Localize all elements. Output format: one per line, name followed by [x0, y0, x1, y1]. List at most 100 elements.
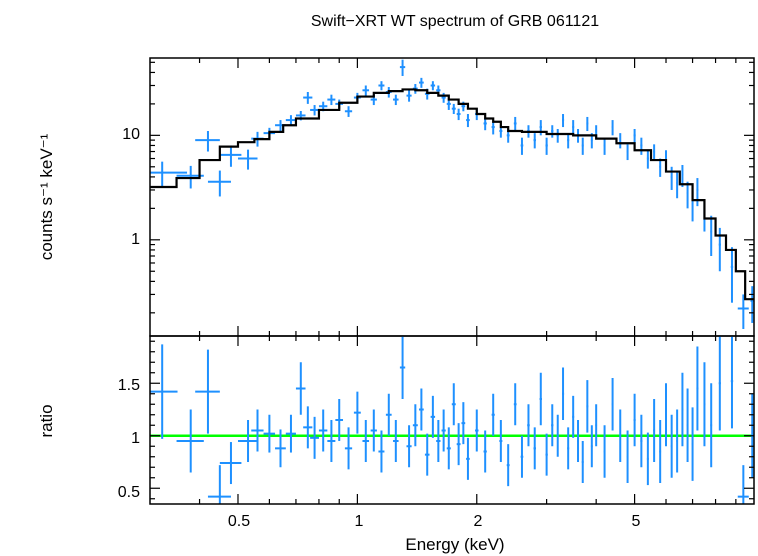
data-point: [551, 404, 554, 447]
data-point: [586, 116, 589, 132]
bottom-axis-ticks: [150, 336, 754, 504]
data-point: [424, 433, 430, 476]
ratio-ytick-1: 1: [131, 430, 140, 447]
data-point: [619, 133, 622, 149]
data-point: [572, 120, 575, 136]
data-point: [303, 406, 313, 449]
data-point: [653, 144, 656, 161]
data-point: [310, 105, 319, 116]
data-point: [646, 150, 649, 169]
data-point: [681, 372, 684, 447]
data-point: [567, 133, 570, 149]
data-point: [303, 91, 313, 104]
top-axis-ticks: [150, 58, 754, 336]
data-point: [567, 427, 570, 470]
data-point: [730, 336, 734, 429]
data-point: [237, 420, 258, 462]
data-point: [590, 425, 593, 468]
data-point: [640, 414, 643, 468]
data-point: [353, 391, 361, 434]
data-point: [219, 442, 242, 485]
data-point: [441, 409, 446, 452]
data-point: [577, 420, 580, 462]
data-point: [406, 90, 412, 102]
data-point: [611, 378, 614, 431]
data-point: [475, 409, 479, 452]
chart-title: Swift−XRT WT spectrum of GRB 061121: [311, 13, 599, 30]
data-point: [676, 409, 679, 473]
data-point: [251, 409, 264, 452]
data-point: [436, 420, 441, 462]
data-point: [659, 420, 662, 483]
top-panel: 10 1 counts s⁻¹ keV⁻¹: [37, 57, 755, 337]
data-point: [483, 430, 487, 473]
data-point: [393, 420, 399, 462]
data-point: [412, 404, 418, 447]
data-point: [659, 158, 662, 177]
data-point: [730, 247, 734, 303]
ratio-data-points: [150, 336, 754, 504]
bottom-panel: 1.5 1 0.5 0.5 1 2 5 ratio Energy (keV): [37, 335, 755, 554]
data-point: [499, 420, 503, 462]
data-point: [556, 129, 559, 143]
data-point: [665, 383, 668, 447]
data-point: [207, 465, 231, 504]
data-point: [150, 344, 178, 439]
data-point: [451, 383, 456, 426]
ratio-y-axis-label: ratio: [37, 404, 56, 437]
data-point: [513, 116, 517, 132]
data-point: [466, 114, 470, 128]
data-point: [263, 414, 276, 453]
data-point: [572, 395, 575, 438]
data-point: [176, 409, 204, 473]
data-point: [399, 59, 406, 76]
data-point: [611, 120, 614, 136]
data-point: [626, 144, 629, 161]
data-point: [686, 388, 689, 462]
data-point: [676, 171, 679, 199]
data-point: [506, 444, 510, 487]
data-point: [430, 395, 436, 438]
data-point: [418, 77, 424, 88]
data-point: [237, 149, 258, 170]
data-point: [385, 393, 392, 436]
xtick-5: 5: [632, 513, 641, 530]
data-point: [285, 115, 296, 126]
ratio-ytick-1-5: 1.5: [118, 377, 140, 394]
data-point: [595, 404, 598, 447]
data-point: [545, 137, 548, 155]
data-point: [718, 336, 721, 431]
data-point: [581, 441, 584, 483]
top-ytick-1: 1: [131, 231, 140, 248]
data-point: [551, 125, 554, 138]
data-point: [441, 92, 446, 103]
data-point: [539, 120, 542, 136]
data-point: [275, 429, 286, 468]
data-point: [418, 388, 424, 431]
data-point: [737, 465, 749, 504]
ratio-ytick-0-5: 0.5: [118, 484, 140, 501]
data-point: [626, 430, 629, 483]
data-point: [195, 131, 220, 152]
xtick-1: 1: [355, 513, 364, 530]
data-point: [533, 133, 536, 149]
data-point: [686, 181, 689, 209]
data-point: [344, 106, 353, 117]
data-point: [219, 145, 242, 167]
data-point: [207, 170, 231, 197]
data-point: [633, 393, 636, 447]
data-point: [362, 85, 370, 96]
data-point: [581, 137, 584, 155]
data-point: [451, 103, 456, 115]
data-point: [670, 166, 673, 190]
data-point: [561, 367, 565, 420]
data-point: [327, 420, 336, 462]
data-point: [545, 433, 548, 476]
data-point: [603, 425, 606, 478]
data-point: [603, 137, 606, 155]
data-point: [406, 425, 412, 468]
data-point: [461, 402, 466, 445]
data-point: [466, 437, 470, 480]
data-point: [710, 215, 713, 256]
